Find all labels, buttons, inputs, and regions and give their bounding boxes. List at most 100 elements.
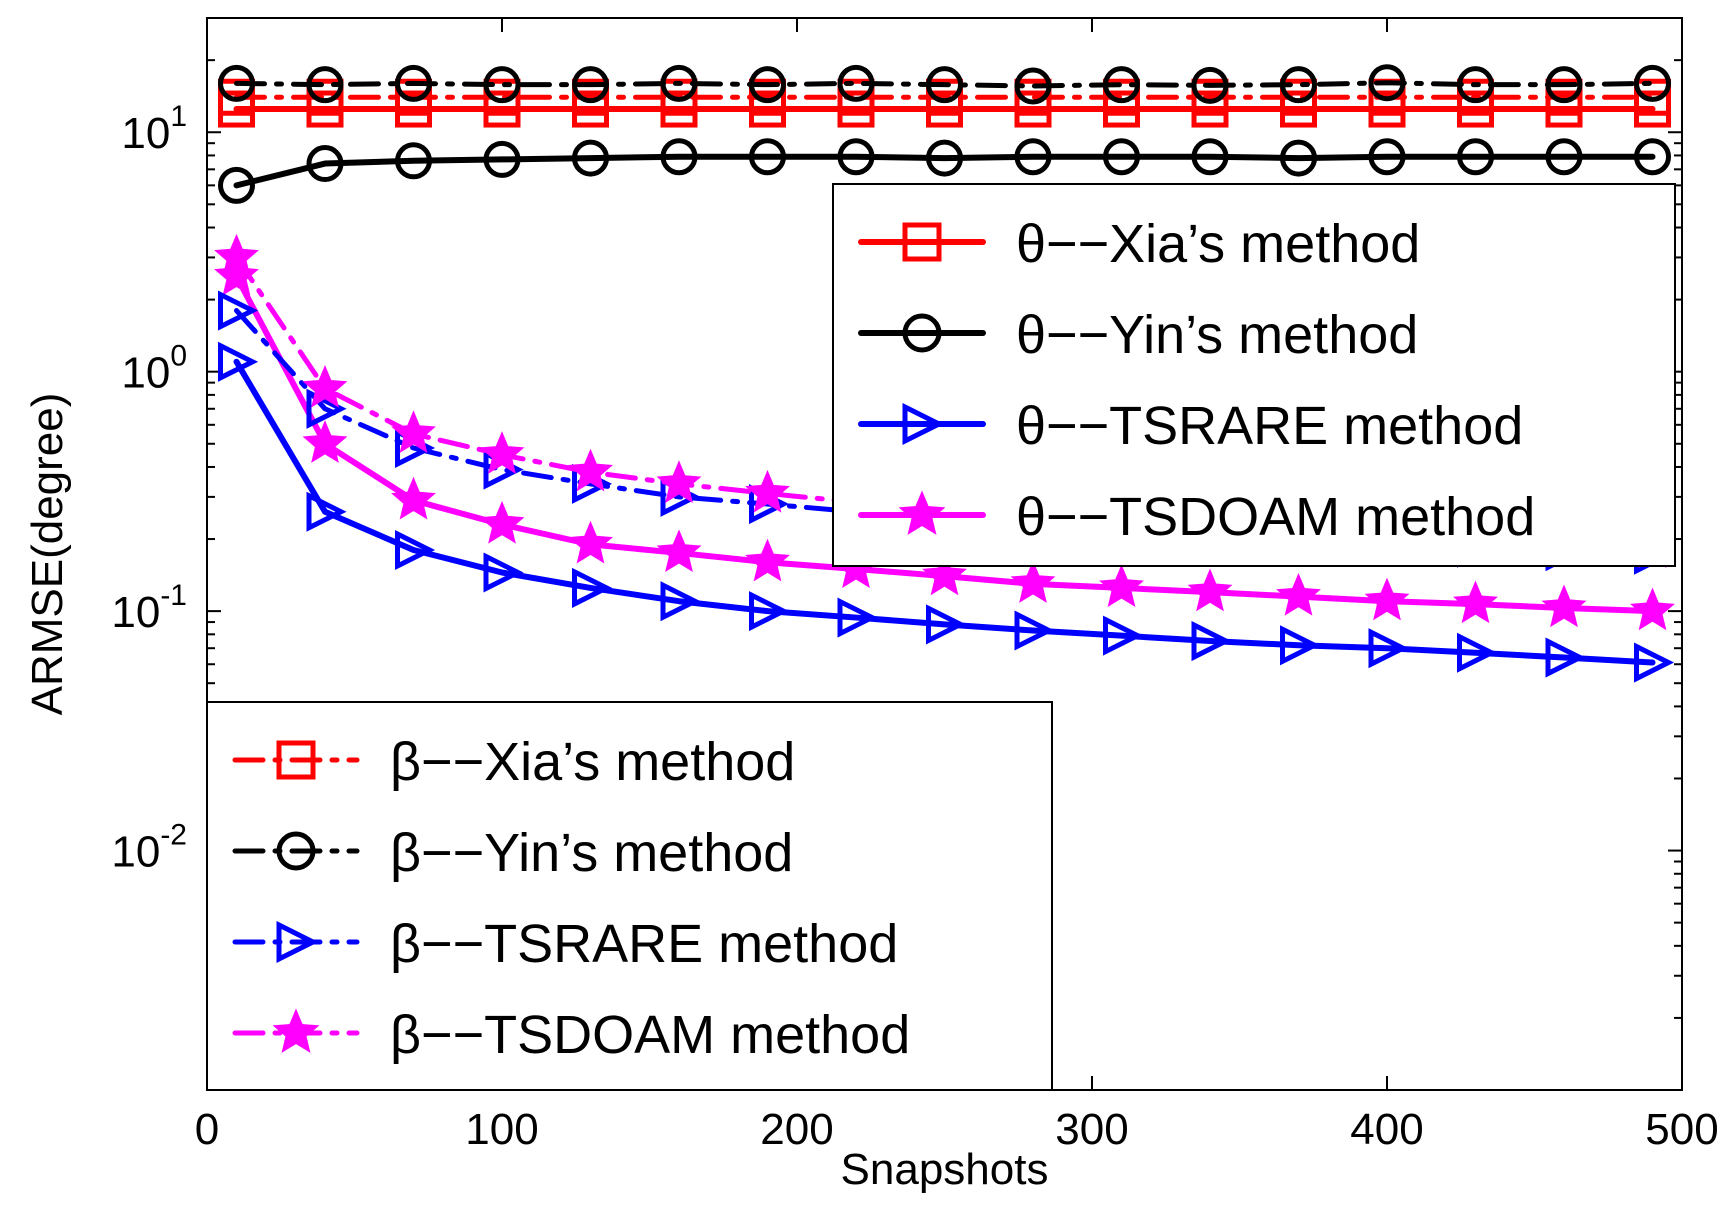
- data-point-theta-tsrare-method: [1457, 632, 1498, 673]
- data-point-theta-yins-method: [1014, 138, 1052, 176]
- data-point-theta-tsrare-method: [1014, 610, 1055, 651]
- data-point-beta-tsdoam-method: [391, 410, 436, 453]
- data-point-theta-tsdoam-method: [1187, 568, 1233, 612]
- data-point-beta-yins-method: [749, 66, 786, 104]
- data-point-theta-tsrare-method: [660, 581, 701, 622]
- data-point-theta-tsdoam-method: [922, 552, 967, 596]
- data-point-beta-yins-method: [1634, 64, 1671, 102]
- data-point-theta-tsrare-method: [1103, 615, 1144, 656]
- series-theta-yins-method: [218, 138, 1671, 204]
- data-point-theta-tsdoam-method: [1364, 577, 1410, 621]
- data-point-beta-yins-method: [660, 64, 698, 102]
- data-point-beta-xias-method: [1191, 78, 1229, 116]
- legend-item-beta-yins-method: β−−Yin’s method: [232, 823, 793, 883]
- legend-marker: [902, 313, 942, 353]
- data-point-theta-tsdoam-method: [1453, 580, 1498, 624]
- axes: 0 100 200 300 400 50010-210-1100101SnapshotsA…: [23, 17, 1719, 1194]
- legend-label: θ−−TSDOAM method: [1016, 487, 1535, 547]
- data-point-theta-tsrare-method: [926, 604, 967, 645]
- y-tick-exponent: 1: [170, 100, 187, 133]
- data-point-theta-yins-method: [1280, 139, 1317, 177]
- data-point-theta-tsrare-method: [1545, 637, 1586, 678]
- data-point-theta-tsdoam-method: [1541, 584, 1587, 628]
- data-point-beta-tsdoam-method: [656, 460, 702, 503]
- series-beta-xias-method: [218, 78, 1671, 116]
- legend-item-theta-tsrare-method: θ−−TSRARE method: [858, 396, 1523, 456]
- data-point-beta-xias-method: [1280, 78, 1317, 116]
- legend-marker: [898, 490, 946, 535]
- data-point-beta-xias-method: [1457, 78, 1494, 116]
- data-point-theta-yins-method: [218, 166, 255, 204]
- beta-legend-box: [206, 701, 1053, 1091]
- legend-label: β−−Yin’s method: [390, 823, 793, 883]
- data-point-beta-yins-method: [1191, 66, 1229, 104]
- data-point-theta-yins-method: [483, 140, 521, 178]
- data-point-theta-tsrare-method: [306, 491, 347, 532]
- data-point-theta-tsrare-method: [483, 552, 524, 593]
- data-point-beta-xias-method: [306, 78, 344, 116]
- x-tick-label: 300: [1055, 1105, 1128, 1154]
- legend-item-beta-tsdoam-method: β−−TSDOAM method: [232, 1005, 910, 1065]
- data-point-theta-tsdoam-method: [1630, 587, 1675, 631]
- legend-marker: [902, 222, 942, 262]
- beta-legend: β−−Xia’s method β−−Yin’s method β−−TSRARE …: [206, 701, 1053, 1091]
- data-point-beta-yins-method: [1280, 66, 1317, 104]
- legend-marker: [902, 402, 945, 446]
- legend-marker: [276, 740, 316, 780]
- data-point-theta-tsdoam-method: [568, 520, 613, 564]
- data-point-beta-yins-method: [572, 66, 609, 104]
- data-point-beta-yins-method: [483, 66, 521, 104]
- data-point-beta-tsrare-method: [218, 290, 259, 331]
- data-point-theta-tsrare-method: [837, 597, 878, 638]
- legend-label: θ−−Xia’s method: [1016, 214, 1420, 274]
- data-point-theta-tsdoam-method: [479, 500, 525, 544]
- y-tick-base: 10: [121, 109, 170, 158]
- y-tick-base: 10: [111, 828, 160, 877]
- y-tick-label: 100: [121, 340, 187, 398]
- data-point-theta-yins-method: [572, 139, 609, 177]
- x-tick-label: 400: [1350, 1105, 1423, 1154]
- y-tick-base: 10: [121, 349, 170, 398]
- legend-item-beta-tsrare-method: β−−TSRARE method: [232, 914, 898, 974]
- data-point-beta-xias-method: [483, 78, 521, 116]
- legend-marker: [276, 920, 319, 964]
- data-point-theta-yins-method: [1368, 138, 1406, 176]
- data-point-theta-tsdoam-method: [1010, 560, 1056, 603]
- data-point-beta-yins-method: [1545, 66, 1583, 104]
- data-point-beta-xias-method: [749, 78, 786, 116]
- data-point-theta-tsrare-method: [749, 591, 790, 632]
- legend-item-theta-xias-method: θ−−Xia’s method: [858, 214, 1420, 274]
- y-tick-label: 10-2: [111, 819, 187, 877]
- data-point-theta-tsrare-method: [218, 341, 259, 382]
- data-point-theta-yins-method: [1545, 138, 1583, 176]
- legend-label: β−−Xia’s method: [390, 732, 795, 792]
- legend-label: θ−−Yin’s method: [1016, 305, 1418, 365]
- legend-label: β−−TSDOAM method: [390, 1005, 910, 1065]
- x-tick-label: 100: [465, 1105, 538, 1154]
- y-tick-exponent: -2: [160, 819, 187, 852]
- data-point-theta-yins-method: [306, 145, 344, 183]
- data-point-theta-yins-method: [837, 138, 875, 176]
- data-point-theta-yins-method: [926, 139, 963, 177]
- data-point-theta-tsdoam-method: [1276, 572, 1321, 616]
- data-point-theta-yins-method: [395, 142, 432, 180]
- data-point-beta-xias-method: [1634, 78, 1671, 116]
- y-tick-exponent: -1: [160, 579, 187, 612]
- data-point-beta-tsdoam-method: [302, 364, 348, 408]
- data-point-theta-tsdoam-method: [214, 252, 259, 296]
- series-theta-tsrare-method: [218, 341, 1675, 683]
- data-point-beta-yins-method: [837, 64, 875, 102]
- x-tick-label: 500: [1645, 1105, 1718, 1154]
- data-point-theta-yins-method: [749, 138, 786, 176]
- data-point-theta-yins-method: [660, 138, 698, 176]
- y-tick-label: 10-1: [111, 579, 187, 637]
- data-point-theta-tsdoam-method: [745, 538, 790, 582]
- data-point-beta-yins-method: [1368, 64, 1406, 102]
- theta-legend-box: [832, 183, 1676, 567]
- data-point-theta-tsrare-method: [572, 567, 613, 608]
- data-point-theta-tsdoam-method: [391, 476, 436, 520]
- theta-legend: θ−−Xia’s method θ−−Yin’s method θ−−TSRARE …: [832, 183, 1676, 567]
- y-tick-base: 10: [111, 588, 160, 637]
- data-point-beta-yins-method: [218, 64, 255, 102]
